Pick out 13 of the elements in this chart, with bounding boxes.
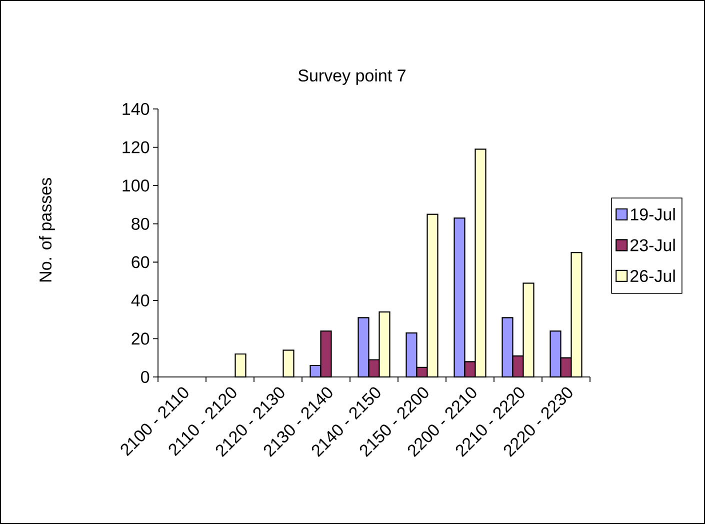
y-tick-label: 140 bbox=[122, 102, 150, 116]
y-tick-label: 60 bbox=[132, 256, 150, 268]
y-tick-label: 0 bbox=[141, 370, 150, 384]
y-tick-label: 120 bbox=[122, 141, 150, 154]
chart-title: Survey point 7 bbox=[298, 69, 406, 85]
legend-label: 26-Jul bbox=[630, 270, 675, 282]
y-tick-label: 100 bbox=[122, 180, 150, 192]
y-tick-label: 80 bbox=[132, 218, 150, 230]
legend-label: 19-Jul bbox=[630, 208, 675, 220]
y-tick-label: 20 bbox=[132, 332, 150, 345]
y-tick-label: 40 bbox=[131, 294, 150, 306]
legend-label: 23-Jul bbox=[630, 238, 675, 252]
y-axis-title: No. of passes bbox=[39, 178, 55, 282]
